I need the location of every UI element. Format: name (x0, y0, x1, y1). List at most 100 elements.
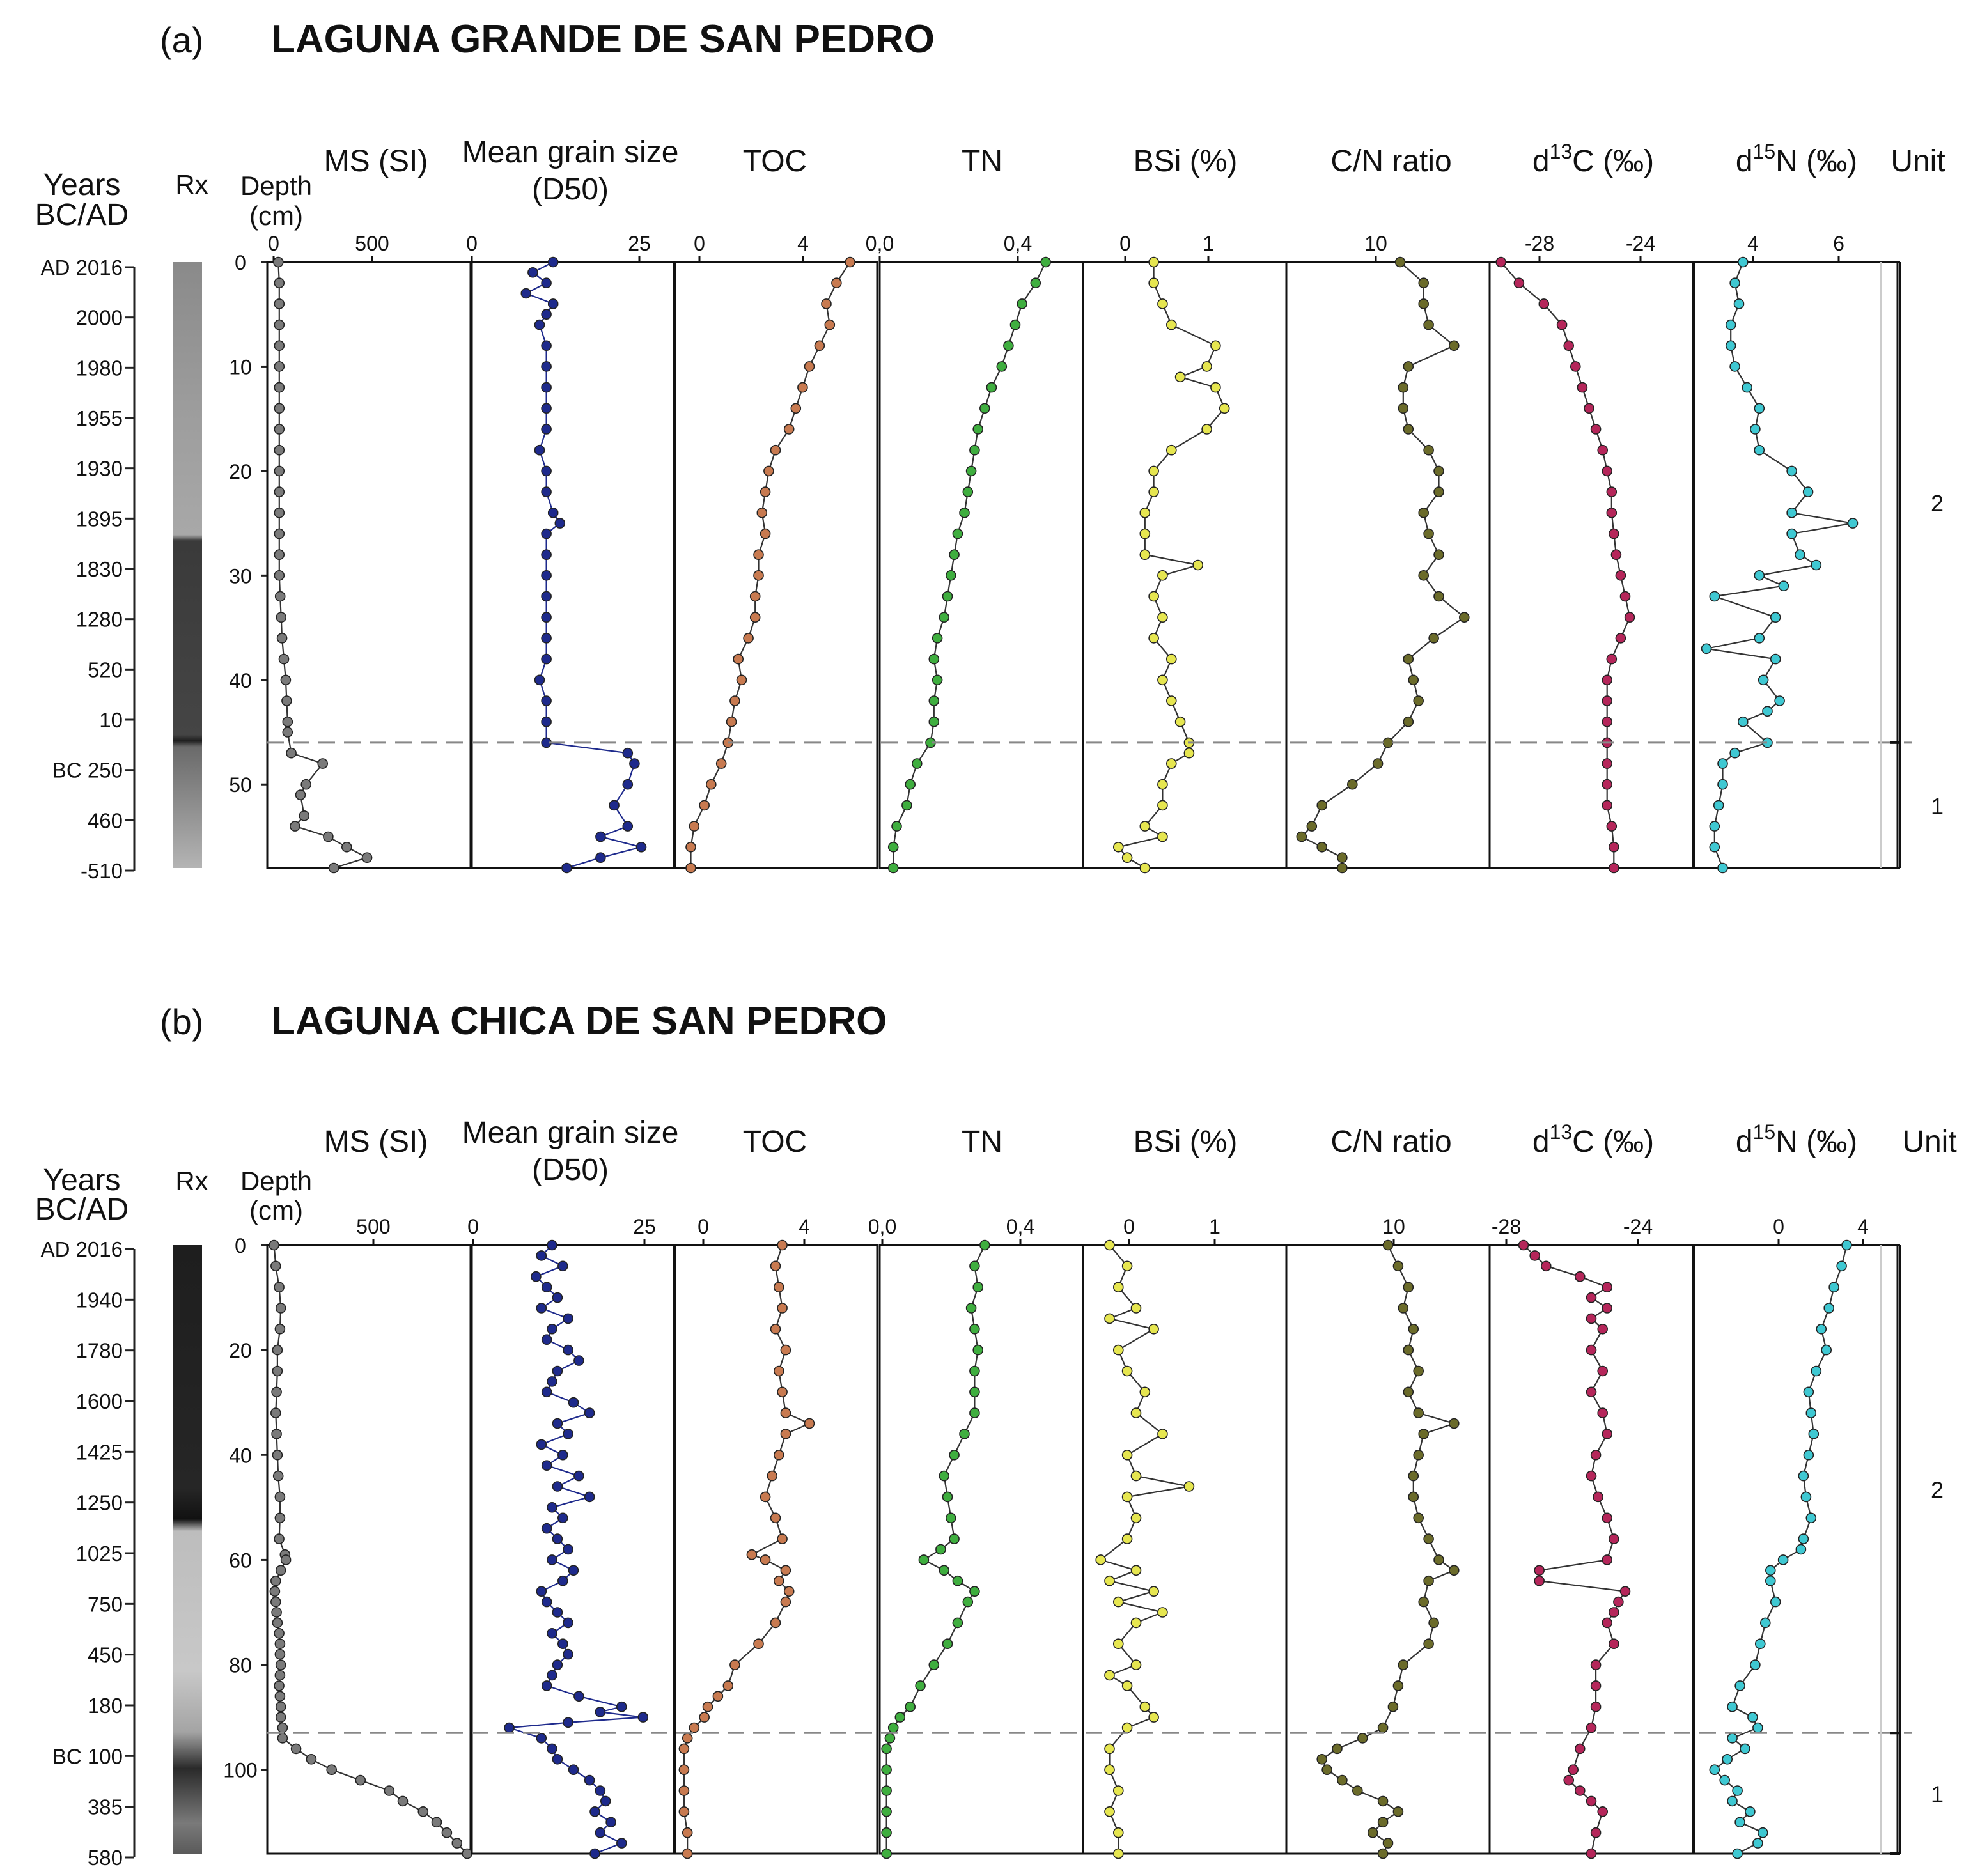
data-point (1121, 1491, 1133, 1503)
data-point (561, 862, 572, 874)
x-tick-label: -24 (1626, 232, 1655, 255)
x-tick-label: 0 (268, 232, 279, 255)
data-point (1729, 361, 1740, 372)
data-point (1009, 319, 1021, 330)
data-point (1597, 1365, 1608, 1377)
data-point (272, 256, 284, 268)
data-point (1778, 580, 1789, 592)
data-point (504, 1722, 515, 1733)
data-point (1139, 1386, 1151, 1398)
column-frame (1285, 1244, 1491, 1855)
data-point (1597, 1806, 1608, 1817)
data-point (270, 1596, 281, 1608)
series-line (1523, 1244, 1626, 1854)
data-point (1403, 716, 1414, 727)
data-point (969, 1365, 980, 1377)
data-point (969, 1407, 980, 1418)
depth-tick-label: 50 (229, 773, 252, 796)
data-point (547, 1502, 557, 1513)
data-point (584, 1774, 595, 1786)
data-point (1709, 821, 1720, 832)
data-point (678, 1806, 690, 1817)
data-point (536, 1250, 547, 1261)
data-point (770, 1324, 781, 1335)
data-point (1729, 277, 1740, 289)
data-point (949, 1533, 960, 1544)
data-point (881, 1785, 892, 1796)
data-point (384, 1785, 395, 1796)
data-point (274, 361, 285, 372)
column-tn: TN 0,0 0,4 (866, 144, 1084, 874)
data-point (1584, 403, 1594, 414)
age-label: 580 (88, 1846, 123, 1870)
age-label: -510 (81, 859, 123, 883)
column-frame (1693, 261, 1899, 869)
data-point (952, 1575, 963, 1586)
column-header: MS (SI) (324, 1125, 428, 1159)
data-point (1139, 1701, 1151, 1712)
series-line (509, 1244, 643, 1855)
data-point (1609, 528, 1619, 539)
data-point (1130, 1470, 1142, 1482)
data-point (1754, 403, 1765, 414)
data-point (685, 842, 696, 853)
x-tick-label: -24 (1623, 1215, 1653, 1238)
data-point (1765, 1565, 1776, 1576)
data-point (274, 424, 285, 435)
data-point (1382, 737, 1394, 748)
data-point (563, 1717, 573, 1728)
x-tick-label: 0 (1123, 1215, 1135, 1238)
years-header: Years (43, 168, 121, 202)
column-header-superscript: 15 (1753, 1120, 1776, 1143)
data-point (274, 1670, 286, 1681)
age-label: 750 (88, 1592, 123, 1616)
data-point (1738, 256, 1749, 268)
data-point (295, 789, 306, 800)
data-point (1597, 444, 1608, 456)
data-point (1722, 1754, 1733, 1765)
data-point (1803, 1450, 1814, 1461)
data-point (573, 1470, 584, 1482)
data-point (1449, 1418, 1460, 1429)
data-point (1423, 1575, 1434, 1586)
data-point (1166, 695, 1177, 706)
data-point (278, 653, 290, 665)
data-point (635, 842, 647, 853)
data-point (1602, 674, 1612, 686)
data-point (753, 1638, 764, 1649)
data-point (881, 1743, 892, 1755)
age-label: 1930 (76, 457, 123, 481)
age-label: 1895 (76, 507, 123, 531)
data-point (1709, 1764, 1720, 1775)
data-point (749, 591, 761, 602)
data-point (959, 1429, 970, 1439)
column-header: TN (962, 1125, 1002, 1159)
data-point (1701, 643, 1712, 655)
data-point (272, 1365, 283, 1377)
data-point (1602, 779, 1612, 790)
rx-header: Rx (175, 1166, 208, 1196)
data-point (965, 465, 977, 477)
data-point (729, 695, 740, 706)
depth-tick-label: 40 (229, 669, 252, 692)
column-header-superscript: 13 (1550, 140, 1573, 163)
data-point (637, 1712, 649, 1723)
column-header: Mean grain size (462, 136, 679, 169)
data-point (541, 1460, 552, 1471)
data-point (1795, 1544, 1807, 1555)
data-point (274, 465, 285, 477)
data-point (881, 1827, 892, 1838)
data-point (1602, 695, 1612, 706)
data-point (1750, 424, 1761, 435)
data-point (1003, 340, 1014, 352)
data-point (1398, 382, 1409, 393)
series-line (1500, 261, 1631, 868)
data-point (1556, 319, 1568, 330)
data-point (547, 256, 559, 268)
data-point (1602, 1429, 1612, 1439)
data-point (1357, 1733, 1368, 1744)
data-point (1148, 1324, 1159, 1335)
data-point (1613, 1596, 1624, 1608)
data-point (814, 340, 825, 352)
depth-tick-label: 40 (229, 1444, 252, 1467)
